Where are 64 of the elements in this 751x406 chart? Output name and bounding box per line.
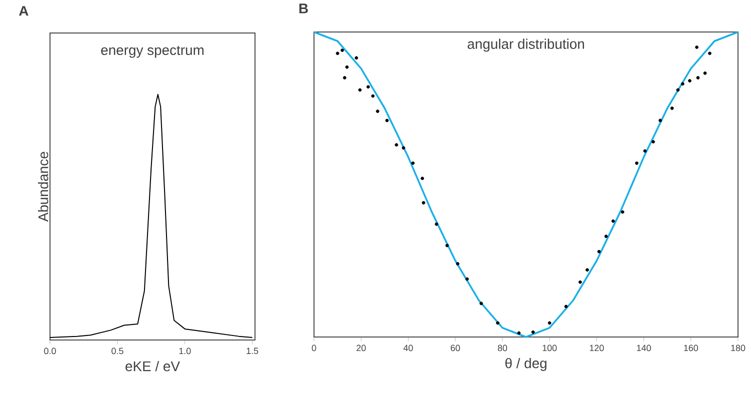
chart-title: energy spectrum [101,46,204,58]
point [496,321,500,325]
x-tick-label: 140 [636,344,651,352]
x-tick-label: 120 [590,344,604,352]
point [434,222,438,226]
point [670,106,674,110]
point [420,176,424,180]
point [604,234,608,238]
point [445,244,449,248]
point [376,110,380,113]
point [358,88,362,92]
text: B [299,4,308,14]
point [517,331,521,335]
x-axis-title: eKE / eV [126,360,180,372]
x-tick-label: 1.0 [179,348,191,354]
point [676,88,680,92]
x-tick-label: 20 [356,344,366,352]
point [597,250,601,254]
point [696,76,700,80]
point [345,65,349,69]
x-tick-label: 0 [312,344,316,352]
point [564,304,568,308]
x-tick-label: 0.5 [112,348,124,354]
point [695,46,698,49]
text: A [19,6,28,16]
point [354,56,358,60]
point [336,52,340,56]
point [586,268,589,272]
point [366,85,370,89]
y-axis-title: Abundance [38,152,48,222]
point [456,262,460,266]
point [658,118,662,122]
point [411,161,415,165]
point [480,302,483,306]
point [422,201,426,204]
point [340,48,344,52]
x-tick-label: 100 [542,344,557,352]
point [703,71,707,75]
point [708,52,712,56]
x-tick-label: 80 [498,344,508,352]
point [531,330,535,334]
point [402,146,406,150]
chart-title: angular distribution [468,38,584,52]
x-axis-title: θ / deg [505,358,546,371]
x-tick-label: 40 [403,344,413,352]
point [394,143,398,147]
point [688,79,692,82]
point [385,118,389,122]
point [652,140,655,144]
point [578,280,582,284]
point [548,321,552,325]
x-tick-label: 60 [450,344,460,352]
x-tick-label: 160 [684,344,698,352]
point [342,76,346,80]
x-tick-label: 180 [731,344,746,352]
point [635,161,638,165]
point [680,82,684,86]
point [611,219,615,223]
point [643,149,647,153]
x-tick-label: 0.0 [44,348,56,354]
point [465,277,469,281]
x-tick-label: 1.5 [246,348,258,354]
point [371,94,375,98]
point [620,210,624,214]
